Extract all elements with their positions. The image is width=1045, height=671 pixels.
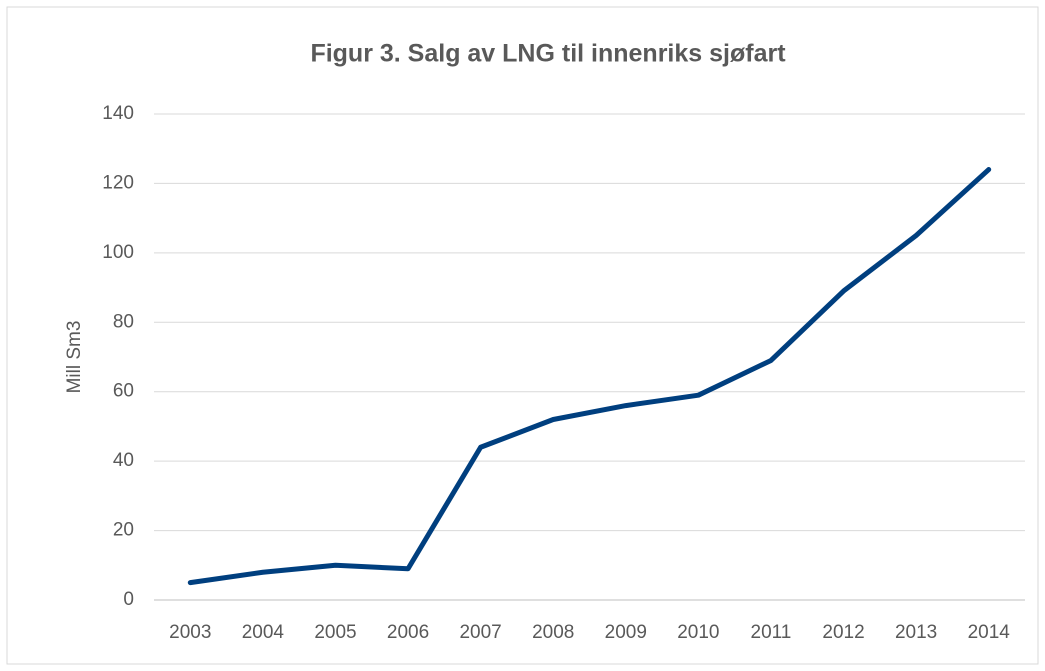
y-tick-label: 100 — [102, 242, 134, 263]
x-tick-label: 2007 — [459, 622, 501, 643]
x-tick-label: 2014 — [968, 622, 1011, 643]
y-tick-label: 0 — [123, 589, 134, 610]
y-tick-label: 20 — [113, 520, 134, 541]
chart-border — [6, 6, 1039, 665]
x-tick-label: 2010 — [677, 622, 719, 643]
chart-title: Figur 3. Salg av LNG til innenriks sjøfa… — [310, 40, 786, 68]
x-tick-label: 2005 — [314, 622, 356, 643]
y-tick-label: 80 — [113, 311, 134, 332]
x-tick-label: 2004 — [242, 622, 285, 643]
y-tick-label: 60 — [113, 381, 134, 402]
y-tick-label: 40 — [113, 450, 134, 471]
x-tick-label: 2008 — [532, 622, 574, 643]
line-series — [187, 167, 992, 586]
y-tick-label: 120 — [102, 172, 134, 193]
x-tick-label: 2006 — [387, 622, 429, 643]
x-tick-label: 2012 — [822, 622, 864, 643]
y-axis-label: Mill Sm3 — [64, 321, 85, 394]
x-tick-label: 2003 — [169, 622, 211, 643]
x-tick-label: 2009 — [605, 622, 647, 643]
x-tick-label: 2013 — [895, 622, 937, 643]
x-tick-label: 2011 — [751, 622, 792, 643]
y-tick-label: 140 — [102, 103, 134, 124]
